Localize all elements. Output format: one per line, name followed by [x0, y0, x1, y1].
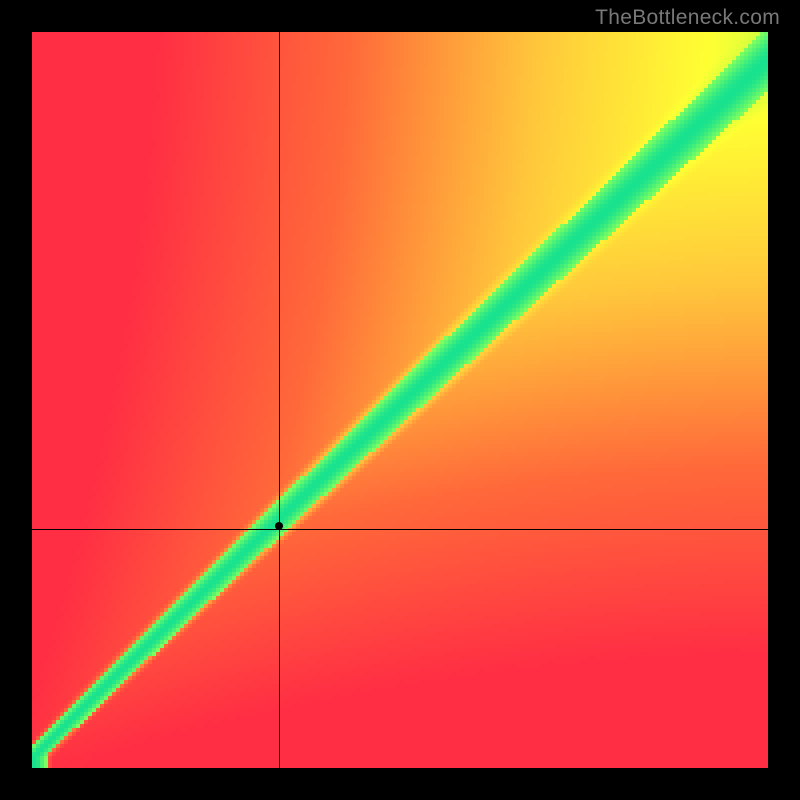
heatmap-canvas — [32, 32, 768, 768]
crosshair-vertical — [279, 32, 280, 768]
heatmap-plot — [32, 32, 768, 768]
watermark-text: TheBottleneck.com — [595, 6, 780, 30]
data-point-marker — [275, 522, 283, 530]
crosshair-horizontal — [32, 529, 768, 530]
